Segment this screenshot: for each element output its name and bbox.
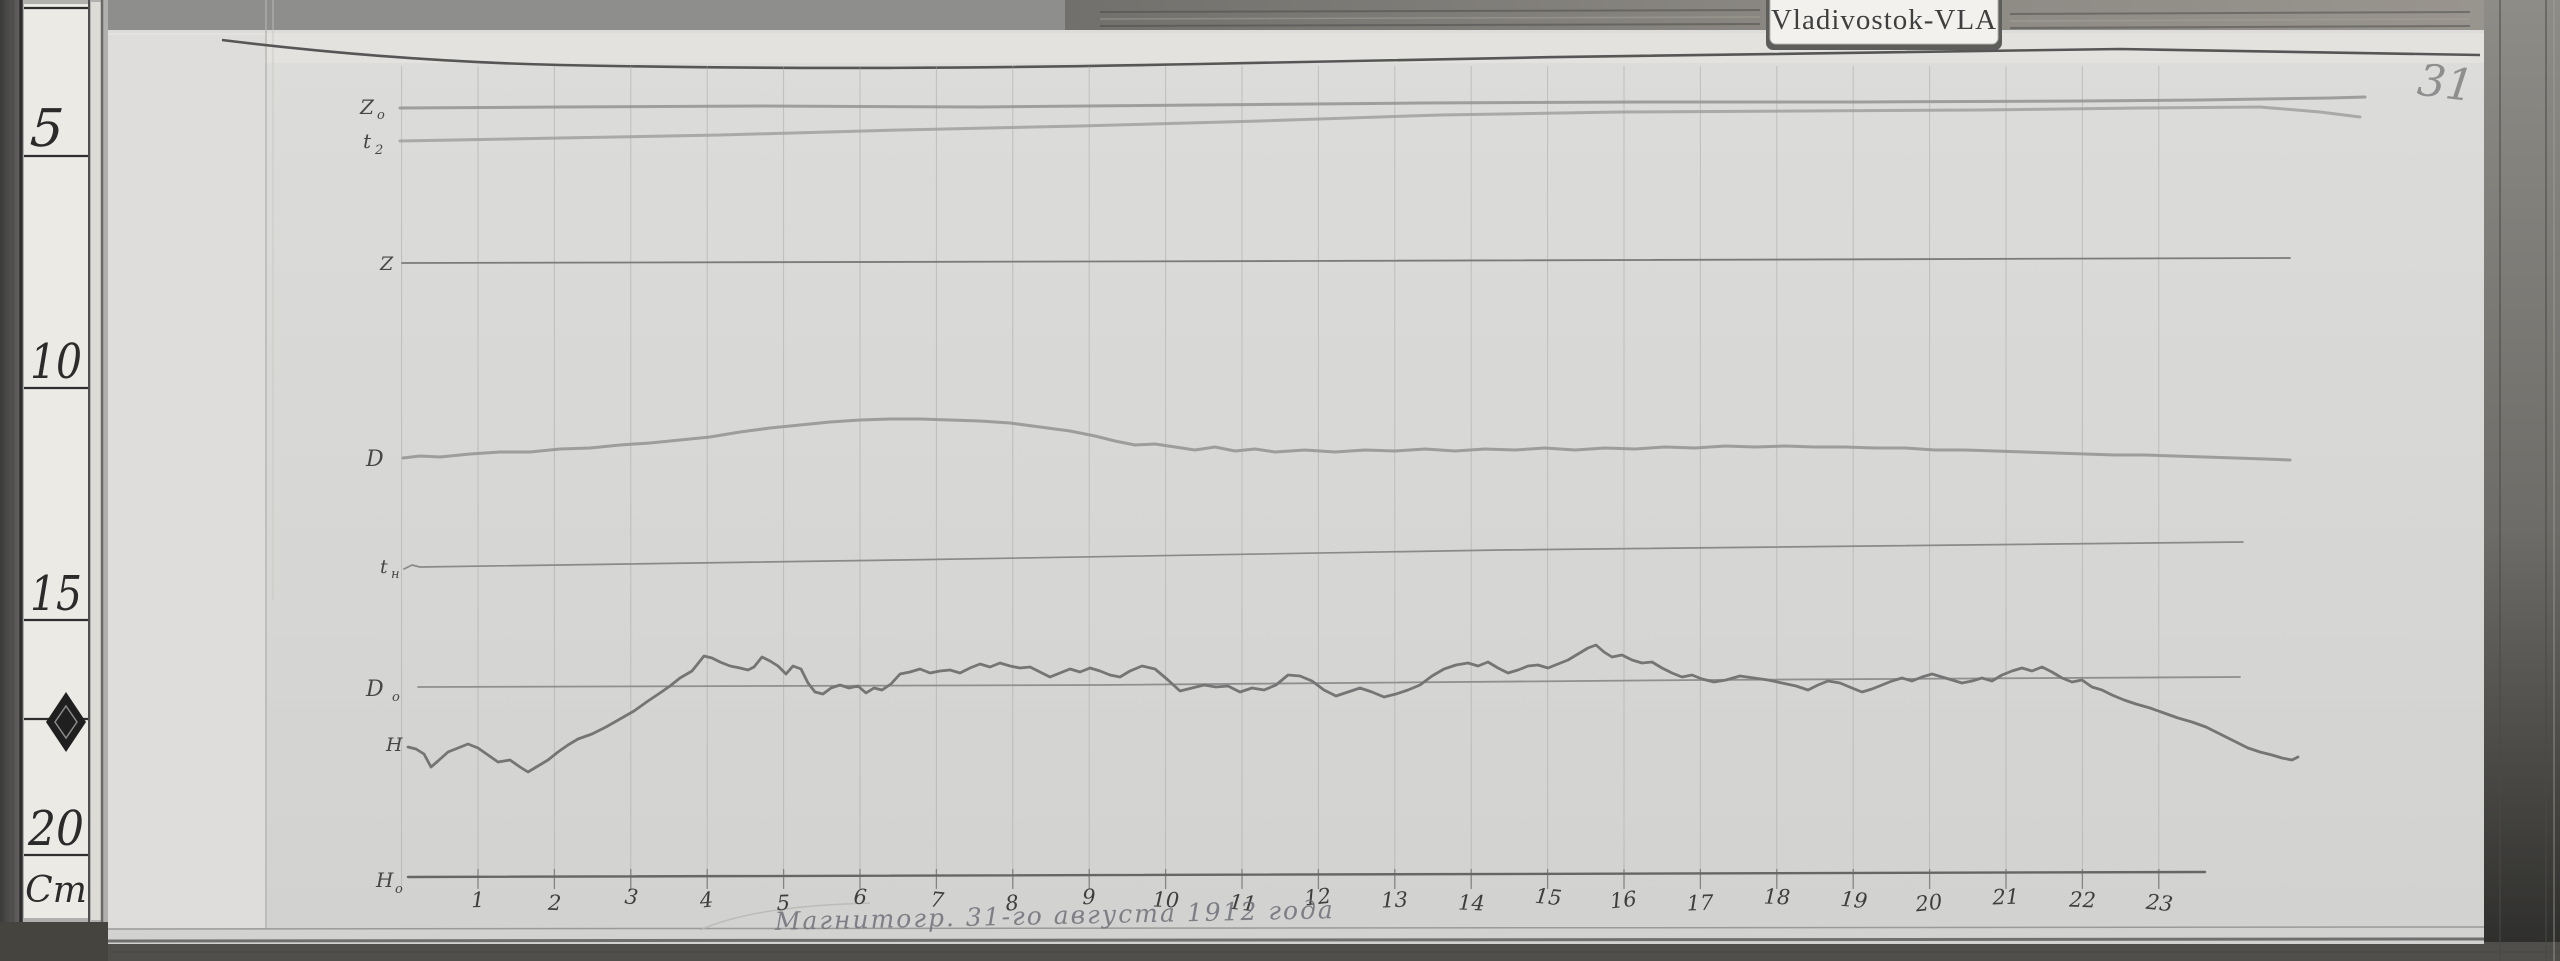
chart-paper — [59, 0, 2485, 944]
baseline-z — [401, 257, 2291, 264]
line-th — [403, 541, 2244, 570]
svg-text:D: D — [365, 677, 384, 702]
hour-number-15: 15 — [1534, 884, 1563, 911]
paper-top-edge — [221, 38, 2481, 70]
trace-d — [401, 417, 2292, 462]
hour-number-11: 11 — [1228, 890, 1257, 917]
paper-top-light-strip — [108, 33, 2484, 63]
station-label: Vladivostok-VLA — [1771, 4, 1997, 36]
hour-number-20: 20 — [1913, 890, 1943, 917]
trace-labels: Z o t 2 Z D t н D o H H o — [359, 95, 403, 897]
hour-number-23: 23 — [2144, 890, 2174, 917]
hour-number-4: 4 — [698, 887, 715, 912]
hour-number-5: 5 — [776, 891, 790, 915]
paper-bottom-edge-light — [107, 926, 2485, 930]
hour-number-10: 10 — [1152, 888, 1180, 913]
ruler-mark-10: 10 — [30, 334, 82, 390]
ruler-mark-20: 20 — [27, 801, 84, 857]
hour-number-1: 1 — [471, 888, 485, 912]
label-z0: Z o — [359, 95, 385, 123]
hour-gridlines — [401, 66, 2160, 889]
svg-text:t: t — [380, 556, 388, 578]
hour-number-21: 21 — [1991, 885, 2020, 910]
ruler-end-shadow — [0, 922, 108, 961]
station-card: Vladivostok-VLA — [1766, 0, 2002, 50]
hour-number-3: 3 — [624, 884, 640, 909]
hour-number-17: 17 — [1686, 891, 1714, 916]
ruler-mark-15: 15 — [30, 566, 82, 622]
trace-z0 — [398, 95, 2367, 110]
svg-text:D: D — [365, 447, 384, 472]
hour-number-6: 6 — [853, 885, 867, 909]
hour-number-8: 8 — [1004, 890, 1020, 915]
hour-number-2: 2 — [547, 891, 562, 915]
ruler-diamond-ornament — [46, 692, 86, 752]
hour-number-12: 12 — [1303, 884, 1332, 911]
paper-sheet — [108, 30, 2484, 944]
trace-h — [406, 643, 2300, 774]
svg-text:o: o — [377, 108, 385, 123]
hour-labels: 1 2 3 4 5 6 7 8 9 10 11 12 13 14 15 16 17 18 19 20 21 22 23 — [471, 884, 2174, 917]
label-d0: D o — [365, 677, 400, 705]
wood-grain-light — [1099, 0, 2555, 961]
hour-number-18: 18 — [1763, 885, 1791, 910]
ruler-diamond-inlay — [54, 704, 78, 740]
svg-text:Z: Z — [359, 95, 375, 119]
hour-number-7: 7 — [929, 887, 945, 912]
station-card-face — [1769, 0, 1999, 45]
svg-text:H: H — [385, 734, 403, 756]
svg-text:H: H — [375, 868, 394, 892]
svg-text:o: o — [395, 882, 403, 897]
label-d: D — [365, 447, 384, 472]
hour-number-9: 9 — [1082, 885, 1096, 909]
paper-left-margin — [108, 35, 265, 929]
corner-number: 31 — [2415, 55, 2477, 112]
label-h: H — [385, 734, 403, 756]
svg-text:o: o — [392, 690, 400, 705]
label-h0: H o — [375, 868, 403, 897]
hour-number-16: 16 — [1609, 887, 1638, 914]
ruler-mark-5: 5 — [28, 99, 65, 159]
paper-bottom-edge-dark — [59, 937, 2485, 943]
wood-right-edge — [2484, 0, 2560, 961]
hour-number-19: 19 — [1839, 887, 1868, 914]
label-z: Z — [379, 253, 394, 275]
svg-text:Z: Z — [379, 253, 394, 275]
svg-text:t: t — [363, 129, 372, 153]
hour-number-13: 13 — [1381, 888, 1409, 913]
paper-crease — [699, 902, 871, 931]
svg-text:н: н — [391, 567, 400, 582]
baseline-d0 — [417, 676, 2241, 688]
label-th: t н — [380, 556, 400, 582]
ruler-side-column — [91, 2, 101, 920]
trace-t2 — [398, 105, 2362, 143]
label-t2: t 2 — [363, 129, 383, 158]
cm-ruler: 5 10 15 20 Cm — [0, 0, 108, 961]
hour-number-22: 22 — [2068, 888, 2097, 913]
axis-h0 — [406, 870, 2207, 879]
hour-number-14: 14 — [1458, 891, 1486, 916]
ruler-unit-label: Cm — [25, 870, 87, 911]
svg-text:2: 2 — [374, 143, 383, 158]
traces — [398, 95, 2367, 879]
